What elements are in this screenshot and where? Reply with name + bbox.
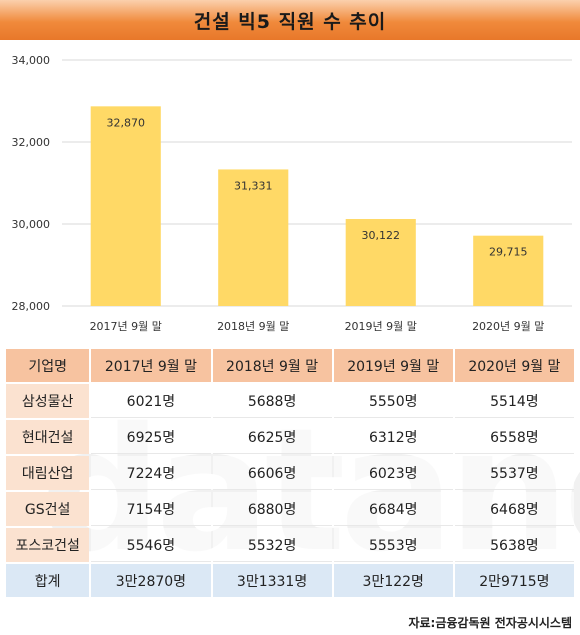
bar-value-label: 30,122	[362, 229, 401, 242]
table-cell: 5537명	[454, 456, 574, 490]
table-header-cell: 기업명	[6, 349, 90, 382]
bar-value-label: 29,715	[489, 246, 528, 259]
table-cell: 5638명	[454, 528, 574, 562]
table-cell: 6468명	[454, 492, 574, 526]
table-header-cell: 2019년 9월 말	[333, 349, 453, 382]
table-cell: 6684명	[333, 492, 453, 526]
x-tick-label: 2017년 9월 말	[90, 320, 162, 333]
table-cell: 5532명	[212, 528, 332, 562]
company-name-cell: 대림산업	[6, 456, 90, 490]
table-cell: 5553명	[333, 528, 453, 562]
table-cell: 7224명	[91, 456, 211, 490]
table-cell: 6625명	[212, 420, 332, 454]
table-cell: 6925명	[91, 420, 211, 454]
y-tick-label: 30,000	[12, 218, 51, 231]
table-cell: 6021명	[91, 384, 211, 418]
bar-chart: 28,000 30,000 32,000 34,000 32,870 2017년 9월 말…	[0, 44, 580, 342]
company-name-cell: 포스코건설	[6, 528, 90, 562]
table-header-cell: 2017년 9월 말	[91, 349, 211, 382]
bar-value-label: 31,331	[234, 179, 273, 192]
table-row: GS건설 7154명 6880명 6684명 6468명	[6, 492, 574, 526]
title-bar: 건설 빅5 직원 수 추이	[0, 0, 580, 40]
bar	[90, 106, 161, 306]
table-total-row: 합계 3만2870명 3만1331명 3만122명 2만9715명	[6, 564, 574, 597]
table-row: 포스코건설 5546명 5532명 5553명 5638명	[6, 528, 574, 562]
y-tick-label: 32,000	[12, 136, 51, 149]
total-cell: 2만9715명	[454, 564, 574, 597]
source-note: 자료:금융감독원 전자공시시스템	[408, 616, 572, 630]
table-cell: 5546명	[91, 528, 211, 562]
table-row: 삼성물산 6021명 5688명 5550명 5514명	[6, 384, 574, 418]
chart-title: 건설 빅5 직원 수 추이	[193, 10, 387, 33]
table-cell: 6606명	[212, 456, 332, 490]
table-cell: 6558명	[454, 420, 574, 454]
table-header-cell: 2020년 9월 말	[454, 349, 574, 382]
table-cell: 5550명	[333, 384, 453, 418]
total-cell: 3만1331명	[212, 564, 332, 597]
table-row: 현대건설 6925명 6625명 6312명 6558명	[6, 420, 574, 454]
x-tick-label: 2018년 9월 말	[217, 320, 289, 333]
table-cell: 6023명	[333, 456, 453, 490]
table-header-row: 기업명 2017년 9월 말 2018년 9월 말 2019년 9월 말 202…	[6, 349, 574, 382]
table-cell: 5514명	[454, 384, 574, 418]
bar	[218, 169, 289, 306]
bar-chart-svg: 28,000 30,000 32,000 34,000 32,870 2017년 9월 말…	[12, 54, 572, 333]
total-cell: 3만2870명	[91, 564, 211, 597]
bar	[473, 235, 544, 306]
bar	[345, 218, 416, 306]
table-cell: 7154명	[91, 492, 211, 526]
y-tick-label: 28,000	[12, 300, 51, 313]
table-cell: 5688명	[212, 384, 332, 418]
y-tick-label: 34,000	[12, 54, 51, 67]
employee-table: 기업명 2017년 9월 말 2018년 9월 말 2019년 9월 말 202…	[4, 347, 576, 599]
bar-value-label: 32,870	[107, 116, 146, 129]
company-name-cell: GS건설	[6, 492, 90, 526]
table-header-cell: 2018년 9월 말	[212, 349, 332, 382]
company-name-cell: 삼성물산	[6, 384, 90, 418]
total-cell: 3만122명	[333, 564, 453, 597]
x-tick-label: 2020년 9월 말	[472, 320, 544, 333]
table-row: 대림산업 7224명 6606명 6023명 5537명	[6, 456, 574, 490]
total-label-cell: 합계	[6, 564, 90, 597]
company-name-cell: 현대건설	[6, 420, 90, 454]
table-cell: 6880명	[212, 492, 332, 526]
x-tick-label: 2019년 9월 말	[345, 320, 417, 333]
table-cell: 6312명	[333, 420, 453, 454]
